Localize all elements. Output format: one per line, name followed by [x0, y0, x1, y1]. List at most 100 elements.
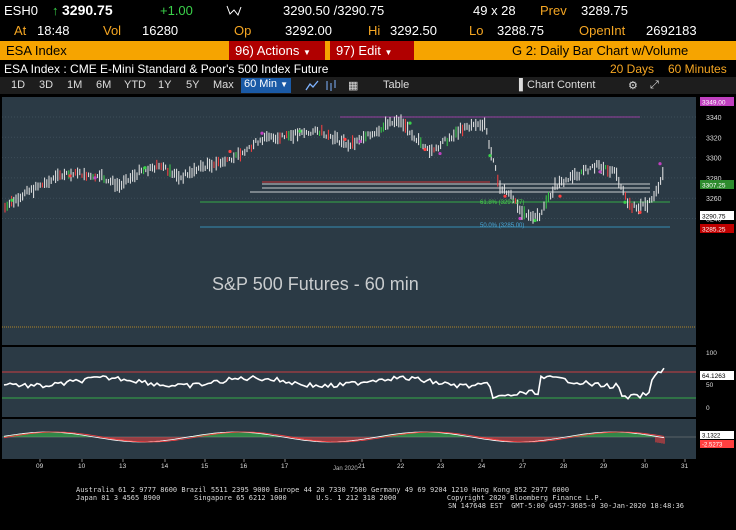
- chevron-down-icon: ▼: [302, 48, 311, 57]
- price-bars: [4, 114, 664, 224]
- date-tick-label: 28: [560, 463, 568, 470]
- chevron-down-icon: ▼: [280, 80, 289, 89]
- date-axis: 09 10 13 14 15 16 17 21 22 23 24 27 28 29 30 31: [36, 459, 689, 470]
- price-chart[interactable]: S&P 500 Futures - 60 min 61.8% (3297.27)…: [0, 95, 736, 530]
- osc1-value-box: [700, 371, 734, 380]
- price-tag-label: 3290.75: [702, 214, 726, 221]
- signal-marker: [408, 121, 412, 125]
- price-panel: [2, 97, 696, 345]
- osc1-line: [3, 367, 665, 400]
- signal-marker: [623, 200, 627, 204]
- open-value: 3292.00: [285, 23, 332, 38]
- chart-watermark: S&P 500 Futures - 60 min: [212, 274, 419, 294]
- time-label: At: [14, 23, 27, 38]
- osc1-tick-label: 0: [706, 405, 710, 412]
- period-60min-dropdown[interactable]: 60 Min ▼: [241, 78, 292, 93]
- period-ytd[interactable]: YTD: [124, 79, 146, 91]
- chevron-down-icon: ▼: [384, 48, 393, 57]
- ticker[interactable]: ESH0: [4, 3, 38, 18]
- date-tick-label: 31: [681, 463, 689, 470]
- table-button[interactable]: Table: [383, 79, 410, 91]
- high-value: 3292.50: [390, 23, 437, 38]
- period-1y[interactable]: 1Y: [158, 79, 172, 91]
- sparkline-icon: [226, 5, 242, 16]
- security-field[interactable]: ESA Index: [6, 43, 67, 58]
- signal-marker: [68, 174, 72, 178]
- signal-marker: [598, 170, 602, 174]
- signal-marker: [228, 149, 232, 154]
- price-tick-label: 3300: [706, 156, 722, 163]
- edit-menu-button[interactable]: 97) Edit ▼: [330, 41, 414, 60]
- date-tick-label: 23: [437, 463, 445, 470]
- bid-ask-size: 49 x 28: [473, 3, 516, 18]
- signal-marker: [10, 198, 14, 202]
- price-tick-label: 3320: [706, 135, 722, 142]
- date-tick-label: 15: [201, 463, 209, 470]
- date-tick-label: 22: [397, 463, 405, 470]
- signal-marker: [438, 151, 442, 156]
- expand-icon[interactable]: ⤢: [650, 79, 659, 91]
- prev-label: Prev: [540, 3, 567, 18]
- date-tick-label: 10: [78, 463, 86, 470]
- settings-icon[interactable]: ⚙: [628, 80, 638, 92]
- signal-marker: [260, 131, 264, 135]
- period-6m[interactable]: 6M: [96, 79, 112, 91]
- command-bar: ESA Index 96) Actions ▼ 97) Edit ▼ G 2: …: [0, 41, 736, 60]
- chart-title-bar: ESA Index : CME E-Mini Standard & Poor's…: [0, 61, 736, 77]
- line-chart-icon[interactable]: [305, 79, 319, 92]
- period-1m[interactable]: 1M: [67, 79, 83, 91]
- price-tag-box: [700, 97, 734, 106]
- footer-line-3: SN 147648 EST GMT-5:00 G457-3685-0 30-Ja…: [448, 502, 685, 510]
- net-change: +1.00: [160, 3, 193, 18]
- signal-marker: [93, 176, 97, 180]
- signal-marker: [533, 218, 537, 223]
- horizontal-level-lines: [2, 116, 696, 328]
- signal-marker: [343, 137, 347, 141]
- period-5y[interactable]: 5Y: [186, 79, 200, 91]
- signal-marker: [518, 216, 522, 221]
- function-title: G 2: Daily Bar Chart w/Volume: [512, 43, 689, 58]
- footer-line-2: Japan 81 3 4565 8900 Singapore 65 6212 1…: [76, 494, 603, 502]
- chart-content-icon: ▐: [515, 79, 523, 91]
- osc2-value-box: [700, 431, 734, 439]
- period-max[interactable]: Max: [213, 79, 234, 91]
- openint-value: 2692183: [646, 23, 697, 38]
- price-tag-label: 3307.25: [702, 183, 726, 190]
- low-value: 3288.75: [497, 23, 544, 38]
- signal-marker: [488, 153, 492, 158]
- date-tick-label: 13: [119, 463, 127, 470]
- oscillator-1: 100 50 0 64.1263: [2, 350, 734, 412]
- date-range[interactable]: 20 Days: [610, 62, 655, 76]
- chart-toolbar: 1D 3D 1M 6M YTD 1Y 5Y Max 60 Min ▼ ▦ Tab…: [0, 77, 736, 94]
- date-tick-label: 29: [600, 463, 608, 470]
- signal-marker: [298, 129, 302, 133]
- signal-markers: [10, 121, 662, 223]
- price-tag-box: [700, 224, 734, 233]
- date-tick-label: 21: [358, 463, 366, 470]
- date-tick-label: 30: [641, 463, 649, 470]
- osc1-value-label: 64.1263: [702, 373, 726, 380]
- price-tag-label: 3285.25: [702, 227, 726, 234]
- chart-content-button[interactable]: Chart Content: [527, 79, 596, 91]
- date-tick-label: 16: [240, 463, 248, 470]
- last-price: 3290.75: [62, 2, 113, 18]
- bid-ask: 3290.50 /3290.75: [283, 3, 385, 18]
- open-label: Op: [234, 23, 252, 38]
- actions-menu-button[interactable]: 96) Actions ▼: [229, 41, 325, 60]
- date-tick-label: 14: [161, 463, 169, 470]
- period-1d[interactable]: 1D: [11, 79, 26, 91]
- signal-marker: [423, 147, 427, 152]
- footer-line-1: Australia 61 2 9777 8600 Brazil 5511 239…: [76, 486, 570, 494]
- bar-interval[interactable]: 60 Minutes: [668, 62, 727, 76]
- volume-label: Vol: [103, 23, 122, 38]
- price-tag-box: [700, 211, 734, 220]
- table-view-icon[interactable]: ▦: [348, 80, 359, 92]
- security-description: ESA Index : CME E-Mini Standard & Poor's…: [4, 62, 329, 76]
- openint-label: OpenInt: [579, 23, 626, 38]
- period-3d[interactable]: 3D: [39, 79, 54, 91]
- date-tick-label: 24: [478, 463, 486, 470]
- bar-chart-icon[interactable]: [324, 79, 338, 92]
- osc2-value-label: -2.5273: [702, 443, 723, 449]
- fib-618-label: 61.8% (3297.27): [480, 200, 524, 206]
- prev-value: 3289.75: [581, 3, 628, 18]
